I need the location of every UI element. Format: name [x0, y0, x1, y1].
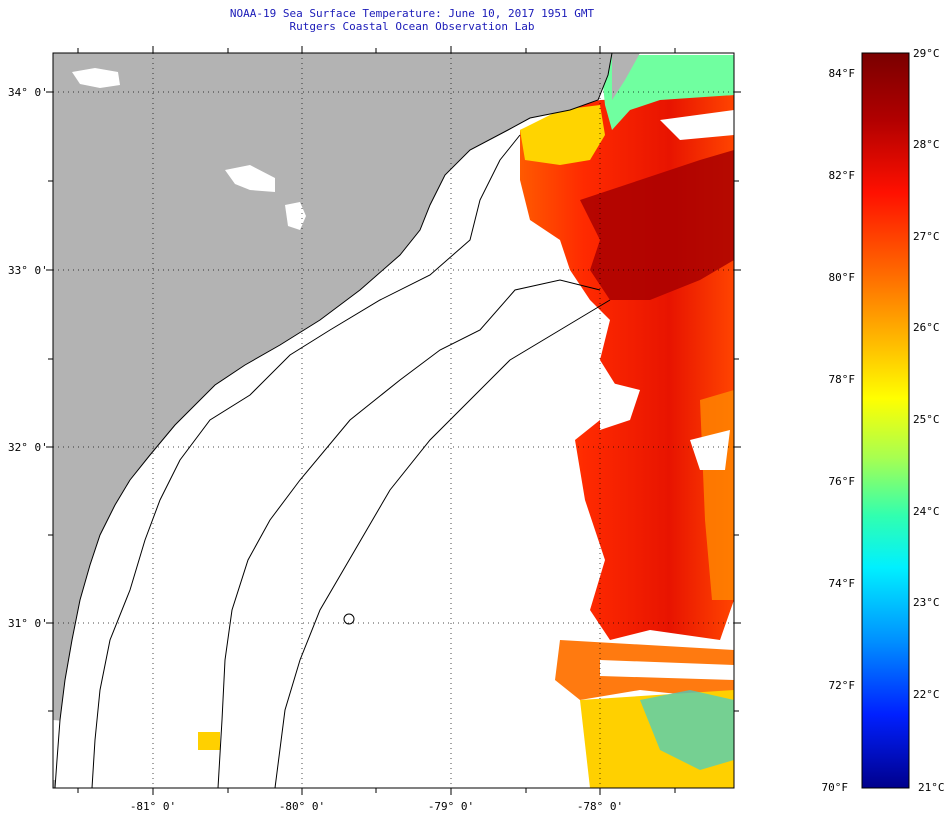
sst-northern-yellow: [520, 105, 605, 165]
lon-label: -80° 0': [279, 800, 325, 813]
cloud-gap: [600, 380, 640, 430]
cloud-gap: [690, 430, 730, 470]
map-title: NOAA-19 Sea Surface Temperature: June 10…: [229, 7, 595, 20]
sst-isolated-patch: [198, 732, 220, 750]
colorbar-f-label: 74°F: [829, 577, 856, 590]
colorbar-c-label: 28°C: [913, 138, 940, 151]
colorbar-f-label: 80°F: [829, 271, 856, 284]
land-area: [612, 53, 640, 100]
map-frame: [52, 52, 735, 789]
sst-south-cool-patches: [640, 690, 734, 770]
colorbar-c-label: 23°C: [913, 596, 940, 609]
sst-nearshore-green: [600, 55, 734, 130]
graticule: [53, 53, 734, 788]
cloud-gap: [600, 660, 734, 680]
colorbar-c-label: 21°C: [918, 781, 944, 794]
lon-label: -78° 0': [577, 800, 623, 813]
lon-label: -79° 0': [428, 800, 474, 813]
lat-label: 34° 0': [8, 86, 48, 99]
sst-hot-core: [580, 150, 734, 300]
coastline: [54, 53, 613, 788]
colorbar-f-label: 82°F: [829, 169, 856, 182]
lon-label: -81° 0': [130, 800, 176, 813]
map-subtitle: Rutgers Coastal Ocean Observation Lab: [289, 20, 535, 33]
lat-label: 33° 0': [8, 264, 48, 277]
colorbar-c-label: 22°C: [913, 688, 940, 701]
colorbar-f-label: 78°F: [829, 373, 856, 386]
lat-label: 31° 0': [8, 617, 48, 630]
colorbar-c-label: 25°C: [913, 413, 940, 426]
colorbar-f-label: 76°F: [829, 475, 856, 488]
land-cloud: [72, 68, 120, 88]
cloud-gap: [660, 110, 734, 140]
colorbar-c-label: 26°C: [913, 321, 940, 334]
lat-label: 32° 0': [8, 441, 48, 454]
colorbar-c-label: 27°C: [913, 230, 940, 243]
isobath-shelf-break: [217, 279, 601, 788]
land-cloud: [225, 165, 275, 192]
colorbar-f-label: 84°F: [829, 67, 856, 80]
land-area: [53, 53, 612, 788]
isobath-deep: [274, 299, 611, 788]
tick-marks: [46, 46, 741, 795]
colorbar-f-label: 72°F: [829, 679, 856, 692]
colorbar-f-label: 70°F: [822, 781, 849, 794]
colorbar: [861, 52, 910, 789]
colorbar-c-label: 24°C: [913, 505, 940, 518]
colorbar-c-label: 29°C: [913, 47, 940, 60]
seamount-contour: [343, 613, 355, 625]
land-cloud: [285, 202, 306, 230]
isobath-shelf: [91, 134, 521, 788]
